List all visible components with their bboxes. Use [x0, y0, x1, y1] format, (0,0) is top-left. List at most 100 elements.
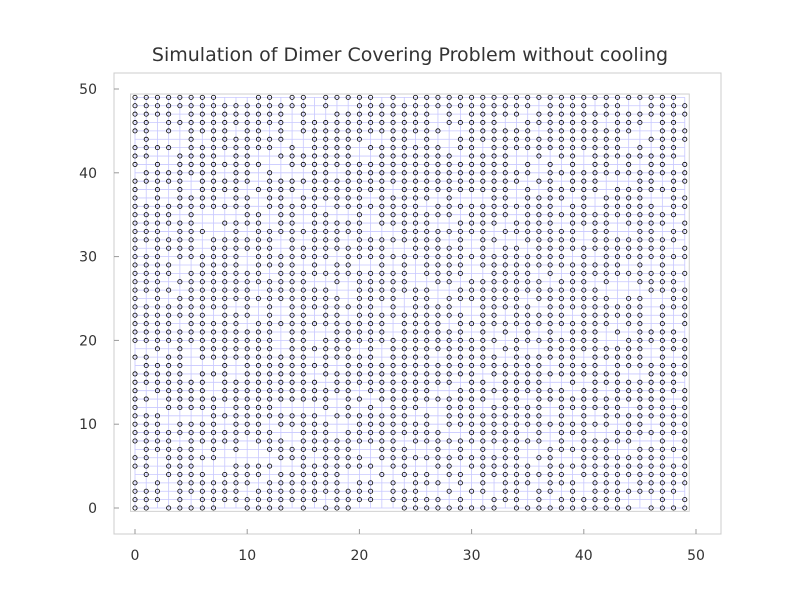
- site-marker: [177, 228, 183, 234]
- site-marker: [188, 94, 194, 100]
- site-marker: [244, 220, 250, 226]
- site-marker: [379, 438, 385, 444]
- site-marker: [177, 471, 183, 477]
- site-marker: [278, 379, 284, 385]
- site-marker: [435, 438, 441, 444]
- site-marker: [592, 354, 598, 360]
- site-marker: [166, 212, 172, 218]
- site-marker: [525, 270, 531, 276]
- site-marker: [682, 203, 688, 209]
- site-marker: [323, 94, 329, 100]
- site-marker: [558, 145, 564, 151]
- site-marker: [390, 254, 396, 260]
- site-marker: [648, 379, 654, 385]
- site-marker: [222, 497, 228, 503]
- site-marker: [614, 254, 620, 260]
- site-marker: [143, 111, 149, 117]
- site-marker: [614, 346, 620, 352]
- y-tick-label: 50: [79, 82, 97, 98]
- site-marker: [289, 145, 295, 151]
- site-marker: [412, 145, 418, 151]
- site-marker: [233, 446, 239, 452]
- site-marker: [132, 212, 138, 218]
- site-marker: [356, 295, 362, 301]
- site-marker: [233, 379, 239, 385]
- site-marker: [469, 279, 475, 285]
- site-marker: [401, 120, 407, 126]
- site-marker: [356, 279, 362, 285]
- site-marker: [480, 94, 486, 100]
- site-marker: [570, 321, 576, 327]
- site-marker: [143, 128, 149, 134]
- site-marker: [424, 136, 430, 142]
- site-marker: [154, 270, 160, 276]
- site-marker: [177, 178, 183, 184]
- site-marker: [255, 363, 261, 369]
- site-marker: [244, 153, 250, 159]
- site-marker: [300, 295, 306, 301]
- site-marker: [424, 346, 430, 352]
- site-marker: [379, 161, 385, 167]
- site-marker: [390, 128, 396, 134]
- lattice-grid: [134, 96, 686, 509]
- site-marker: [211, 195, 217, 201]
- site-marker: [300, 413, 306, 419]
- site-marker: [244, 505, 250, 511]
- site-marker: [177, 103, 183, 109]
- site-marker: [435, 228, 441, 234]
- site-marker: [244, 212, 250, 218]
- site-marker: [188, 245, 194, 251]
- site-marker: [356, 178, 362, 184]
- site-marker: [424, 187, 430, 193]
- site-marker: [659, 404, 665, 410]
- site-marker: [379, 379, 385, 385]
- site-marker: [199, 455, 205, 461]
- site-marker: [659, 187, 665, 193]
- site-marker: [267, 136, 273, 142]
- site-marker: [513, 178, 519, 184]
- site-marker: [278, 203, 284, 209]
- site-marker: [289, 203, 295, 209]
- site-marker: [446, 153, 452, 159]
- site-marker: [412, 254, 418, 260]
- site-marker: [143, 396, 149, 402]
- site-marker: [312, 228, 318, 234]
- site-marker: [603, 463, 609, 469]
- site-marker: [211, 430, 217, 436]
- site-marker: [233, 161, 239, 167]
- site-marker: [614, 237, 620, 243]
- site-marker: [255, 471, 261, 477]
- site-marker: [435, 455, 441, 461]
- site-marker: [368, 312, 374, 318]
- site-marker: [648, 455, 654, 461]
- site-marker: [379, 321, 385, 327]
- site-marker: [390, 379, 396, 385]
- site-marker: [446, 312, 452, 318]
- plot-area: [130, 93, 690, 512]
- site-marker: [199, 438, 205, 444]
- site-marker: [323, 287, 329, 293]
- site-marker: [199, 354, 205, 360]
- site-marker: [233, 337, 239, 343]
- site-marker: [525, 379, 531, 385]
- site-marker: [199, 254, 205, 260]
- site-marker: [379, 111, 385, 117]
- site-marker: [592, 120, 598, 126]
- site-marker: [222, 480, 228, 486]
- site-marker: [166, 388, 172, 394]
- site-marker: [491, 262, 497, 268]
- site-marker: [412, 329, 418, 335]
- site-marker: [390, 480, 396, 486]
- site-marker: [547, 254, 553, 260]
- site-marker: [648, 254, 654, 260]
- site-marker: [267, 237, 273, 243]
- site-marker: [199, 371, 205, 377]
- site-marker: [435, 153, 441, 159]
- site-marker: [525, 413, 531, 419]
- site-marker: [570, 145, 576, 151]
- site-marker: [648, 187, 654, 193]
- site-marker: [502, 497, 508, 503]
- site-marker: [614, 488, 620, 494]
- site-marker: [570, 363, 576, 369]
- site-marker: [626, 295, 632, 301]
